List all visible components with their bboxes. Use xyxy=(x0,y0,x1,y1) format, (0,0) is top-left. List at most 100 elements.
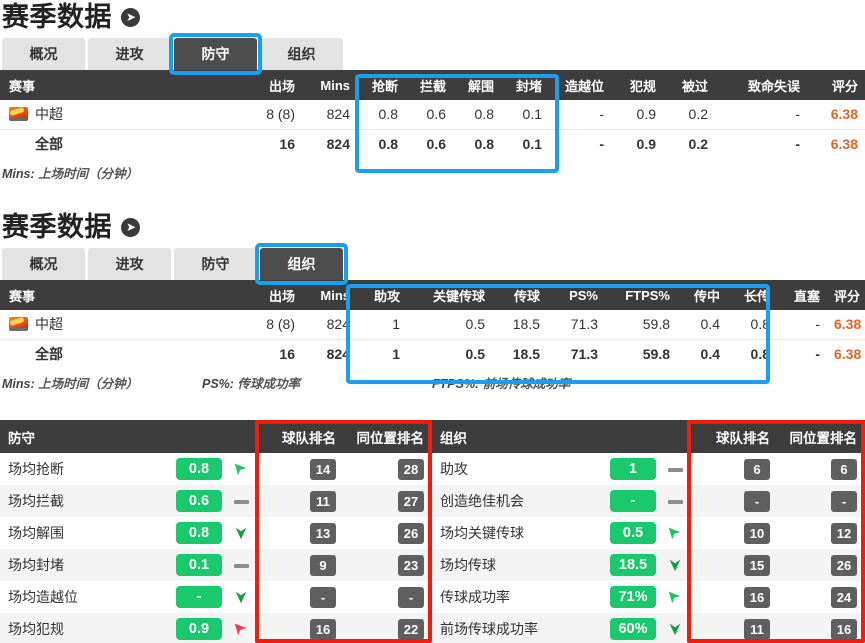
position-rank: 16 xyxy=(778,613,865,643)
tab-defence-1[interactable]: 防守 xyxy=(174,38,257,70)
cell-rating: 6.38 xyxy=(807,100,865,130)
cell-crosses: 0.4 xyxy=(677,310,727,340)
col-competition: 赛事 xyxy=(0,70,245,100)
table-row: 全部 16 824 1 0.5 18.5 71.3 59.8 0.4 0.8 -… xyxy=(0,339,865,368)
tab-attack-1[interactable]: 进攻 xyxy=(88,38,171,70)
footnote-value: 前场传球成功率 xyxy=(482,377,571,391)
tab-attack-2[interactable]: 进攻 xyxy=(88,248,171,280)
cell-competition: 中超 xyxy=(0,310,245,340)
stat-name: 场均传球 xyxy=(432,549,592,581)
cell-dribbled-past: 0.2 xyxy=(663,129,715,158)
list-item: 场均拦截 0.6 11 27 xyxy=(0,485,433,517)
tab-bar-2: 概况 进攻 防守 组织 xyxy=(2,243,865,285)
list-item: 前场传球成功率 60% 11 16 xyxy=(432,613,865,643)
team-rank: 16 xyxy=(690,581,779,613)
chinese-super-league-logo-icon xyxy=(9,107,28,122)
list-item: 场均犯规 0.9 16 22 xyxy=(0,613,433,643)
cell-mins: 824 xyxy=(302,310,357,340)
cell-competition: 全部 xyxy=(0,129,245,158)
stat-value: 0.6 xyxy=(158,485,226,517)
ranking-panels: 防守 球队排名 同位置排名 场均抢断 0.8 14 28 xyxy=(0,420,865,643)
position-rank: 6 xyxy=(778,453,865,485)
trend-flat-gray-icon xyxy=(226,485,257,517)
stat-value: 0.5 xyxy=(592,517,660,549)
table-row: 中超 8 (8) 824 0.8 0.6 0.8 0.1 - 0.9 0.2 -… xyxy=(0,100,865,130)
cell-assists: 1 xyxy=(357,310,407,340)
tab-defence-2[interactable]: 防守 xyxy=(174,248,257,280)
stat-value: 71% xyxy=(592,581,660,613)
footnote-mins: Mins: 上场时间（分钟） xyxy=(2,163,138,182)
team-rank: 6 xyxy=(690,453,779,485)
col-clearances: 解围 xyxy=(453,70,501,100)
col-blocks: 封堵 xyxy=(501,70,549,100)
cell-passes: 18.5 xyxy=(492,310,547,340)
list-item: 创造绝佳机会 - - - xyxy=(432,485,865,517)
cell-fouls: 0.9 xyxy=(611,100,663,130)
cell-blocks: 0.1 xyxy=(501,100,549,130)
section-title-2: 赛季数据 ➤ xyxy=(0,210,865,244)
col-passes: 传球 xyxy=(492,280,547,310)
league-name: 中超 xyxy=(35,106,63,123)
creation-ranking-body: 助攻 1 6 6 创造绝佳机会 - - - 场均关键传球 xyxy=(432,453,865,643)
position-rank: 27 xyxy=(344,485,433,517)
footnote-ps: PS%: 传球成功率 xyxy=(202,373,432,392)
team-rank: 14 xyxy=(256,453,345,485)
position-rank: 26 xyxy=(778,549,865,581)
tab-bar-1: 概况 进攻 防守 组织 xyxy=(2,33,865,75)
footnote-key: Mins: xyxy=(2,167,35,181)
position-rank: 12 xyxy=(778,517,865,549)
cell-fouls: 0.9 xyxy=(611,129,663,158)
stat-name: 助攻 xyxy=(432,453,592,485)
col-pass-success: PS% xyxy=(547,280,605,310)
col-key-passes: 关键传球 xyxy=(407,280,492,310)
trend-flat-gray-icon xyxy=(226,549,257,581)
league-name: 全部 xyxy=(35,135,63,152)
defence-ranking-table: 防守 球队排名 同位置排名 场均抢断 0.8 14 28 xyxy=(0,420,433,643)
cell-assists: 1 xyxy=(357,339,407,368)
team-rank: 11 xyxy=(256,485,345,517)
trend-up-left-green-icon xyxy=(660,517,691,549)
stat-value: 0.8 xyxy=(158,517,226,549)
col-through-balls: 直塞 xyxy=(777,280,827,310)
cell-errors: - xyxy=(715,129,807,158)
stats-table-header-row: 赛事 出场 Mins 助攻 关键传球 传球 PS% FTPS% 传中 长传 直塞… xyxy=(0,280,865,310)
col-fouls: 犯规 xyxy=(611,70,663,100)
tab-overview-2[interactable]: 概况 xyxy=(2,248,85,280)
cell-clearances: 0.8 xyxy=(453,100,501,130)
stat-name: 场均犯规 xyxy=(0,613,158,643)
footnote-key: Mins: xyxy=(2,377,35,391)
cell-through-balls: - xyxy=(777,310,827,340)
trend-up-left-red-icon xyxy=(226,613,257,643)
creation-ranking-table: 组织 球队排名 同位置排名 助攻 1 6 6 创造绝佳机会 - xyxy=(432,420,865,643)
arrow-right-circle-icon[interactable]: ➤ xyxy=(121,217,140,237)
position-rank: 24 xyxy=(778,581,865,613)
stat-value: - xyxy=(592,485,660,517)
col-position-rank: 同位置排名 xyxy=(344,420,433,453)
cell-pass-success: 71.3 xyxy=(547,310,605,340)
position-rank: 22 xyxy=(344,613,433,643)
cell-blocks: 0.1 xyxy=(501,129,549,158)
ranking-header-row: 组织 球队排名 同位置排名 xyxy=(432,420,865,453)
cell-competition: 全部 xyxy=(0,339,245,368)
tab-creation-2[interactable]: 组织 xyxy=(260,248,343,280)
col-rating: 评分 xyxy=(827,280,865,310)
col-assists: 助攻 xyxy=(357,280,407,310)
position-rank: 28 xyxy=(344,453,433,485)
trend-down-green-icon xyxy=(660,549,691,581)
team-rank: 11 xyxy=(690,613,779,643)
list-item: 场均造越位 - - - xyxy=(0,581,433,613)
stat-value: 1 xyxy=(592,453,660,485)
footnote-value: 上场时间（分钟） xyxy=(38,377,139,391)
arrow-right-circle-icon[interactable]: ➤ xyxy=(121,7,140,27)
position-rank: 23 xyxy=(344,549,433,581)
cell-mins: 824 xyxy=(302,129,357,158)
season-stats-section-defence: 赛季数据 ➤ 概况 进攻 防守 组织 赛事 出场 Mins 抢断 拦截 解围 xyxy=(0,0,865,182)
trend-down-green-icon xyxy=(226,581,257,613)
cell-dribbled-past: 0.2 xyxy=(663,100,715,130)
tab-overview-1[interactable]: 概况 xyxy=(2,38,85,70)
stats-table-defence: 赛事 出场 Mins 抢断 拦截 解围 封堵 造越位 犯规 被过 致命失误 评分 xyxy=(0,70,865,158)
tab-creation-1[interactable]: 组织 xyxy=(260,38,343,70)
stat-value: 18.5 xyxy=(592,549,660,581)
cell-long-balls: 0.8 xyxy=(727,339,777,368)
cell-final-third-pass-success: 59.8 xyxy=(605,310,677,340)
